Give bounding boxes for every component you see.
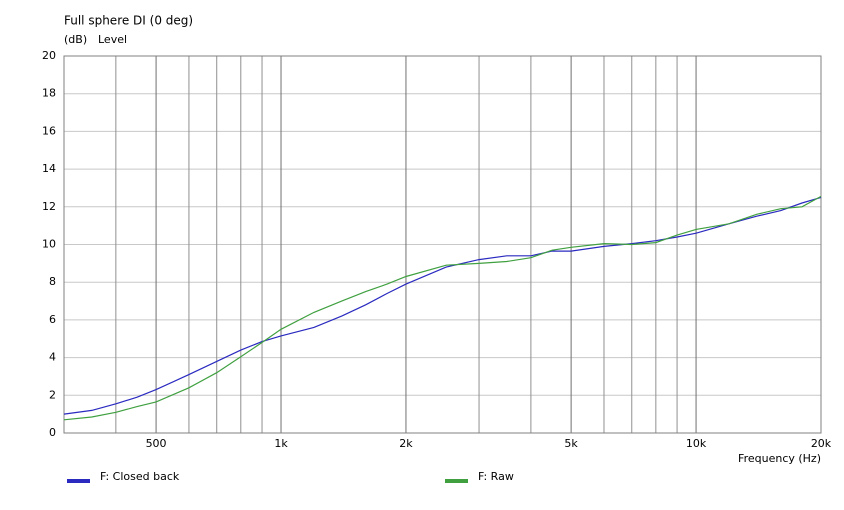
x-tick-label: 20k xyxy=(811,437,832,450)
y-tick-label: 0 xyxy=(49,426,56,439)
x-tick-label: 500 xyxy=(146,437,167,450)
y-tick-label: 20 xyxy=(42,49,56,62)
x-axis-label: Frequency (Hz) xyxy=(738,452,821,465)
x-tick-label: 10k xyxy=(686,437,707,450)
y-tick-label: 16 xyxy=(42,124,56,137)
plot-border xyxy=(63,55,822,434)
x-tick-label: 2k xyxy=(399,437,413,450)
y-tick-label: 2 xyxy=(49,388,56,401)
legend-label: F: Closed back xyxy=(100,470,180,483)
y-tick-label: 14 xyxy=(42,162,56,175)
y-tick-label: 6 xyxy=(49,313,56,326)
x-tick-label: 5k xyxy=(564,437,578,450)
y-tick-label: 4 xyxy=(49,351,56,364)
legend-label: F: Raw xyxy=(478,470,514,483)
x-tick-label: 1k xyxy=(274,437,288,450)
y-axis-label: Level xyxy=(98,33,127,46)
chart-title: Full sphere DI (0 deg) xyxy=(64,14,193,28)
y-tick-label: 12 xyxy=(42,200,56,213)
line xyxy=(63,195,822,421)
y-axis-unit: (dB) xyxy=(64,33,87,46)
y-tick-label: 8 xyxy=(49,275,56,288)
line xyxy=(63,196,822,415)
y-tick-label: 10 xyxy=(42,238,56,251)
y-tick-label: 18 xyxy=(42,87,56,100)
